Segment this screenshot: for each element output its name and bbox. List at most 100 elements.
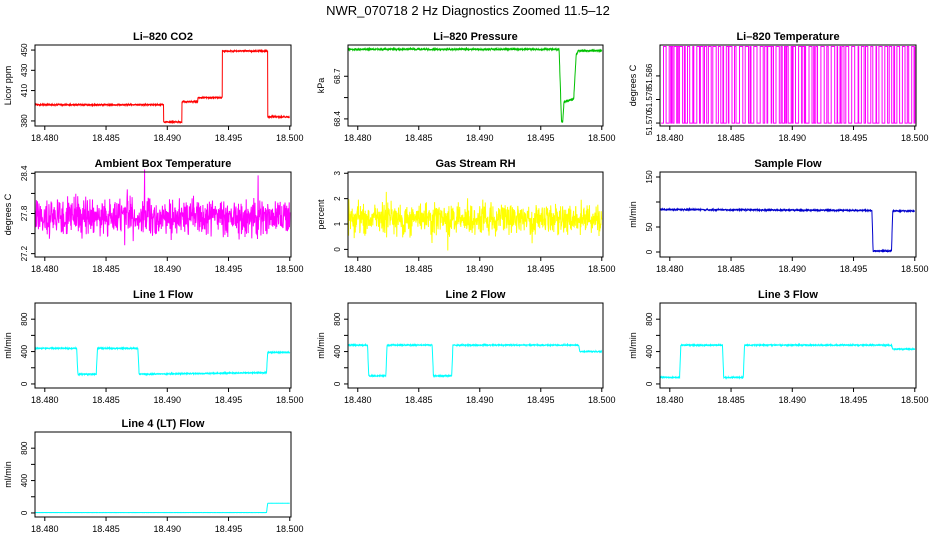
y-tick-label: 430	[20, 63, 29, 77]
chart-panel: Li–820 Pressure kPa 18.480 18.485 18.490 18.4…	[316, 31, 616, 143]
x-tick-label: 18.500	[901, 264, 929, 274]
chart-title: Li–820 CO2	[133, 31, 193, 43]
y-tick-label: 410	[20, 83, 29, 97]
x-tick-label: 18.500	[588, 264, 616, 274]
y-tick-label: 400	[333, 344, 342, 358]
chart-panel: Line 4 (LT) Flow ml/min 18.480 18.485 18.490…	[3, 418, 304, 534]
x-tick-label: 18.490	[154, 395, 182, 405]
data-series	[34, 169, 291, 246]
plot-frame	[659, 44, 917, 127]
x-tick-label: 18.495	[527, 395, 555, 405]
x-tick-label: 18.495	[840, 395, 868, 405]
chart-title: Line 4 (LT) Flow	[122, 418, 205, 430]
y-tick-label: 400	[20, 344, 29, 358]
y-tick-label: 0	[333, 381, 342, 386]
x-tick-label: 18.480	[656, 395, 684, 405]
chart-title: Line 3 Flow	[758, 289, 818, 301]
x-tick-label: 18.495	[215, 524, 243, 534]
x-tick-label: 18.500	[588, 395, 616, 405]
x-tick-label: 18.500	[901, 395, 929, 405]
y-tick-label: 150	[645, 170, 654, 184]
y-tick-label: 0	[20, 510, 29, 515]
chart-panel: Li–820 Temperature degrees C 18.480 18.485 1…	[628, 31, 929, 143]
x-tick-label: 18.500	[276, 524, 304, 534]
plot-frame	[659, 171, 917, 258]
plot-frame	[34, 44, 292, 127]
y-tick-label: 51.586	[645, 63, 654, 88]
plot-frame	[347, 171, 604, 258]
chart-panel: Line 3 Flow ml/min 18.480 18.485 18.490 18.49…	[628, 289, 929, 405]
x-tick-label: 18.480	[656, 264, 684, 274]
x-tick-label: 18.495	[215, 395, 243, 405]
y-tick-label: 51.578	[645, 87, 654, 112]
x-tick-label: 18.490	[154, 524, 182, 534]
x-tick-label: 18.490	[779, 264, 807, 274]
x-tick-label: 18.495	[840, 133, 868, 143]
chart-panel: Li–820 CO2 Licor ppm 18.480 18.485 18.490 18.…	[3, 31, 304, 143]
y-tick-label: 1	[333, 221, 342, 226]
y-tick-label: 800	[20, 312, 29, 326]
x-tick-label: 18.485	[717, 264, 745, 274]
y-tick-label: 0	[333, 247, 342, 252]
x-tick-label: 18.485	[92, 524, 120, 534]
chart-title: Gas Stream RH	[435, 158, 515, 170]
y-tick-label: 50	[645, 222, 654, 231]
x-tick-label: 18.500	[276, 264, 304, 274]
data-series	[347, 342, 603, 379]
x-tick-label: 18.485	[92, 264, 120, 274]
y-axis-label: ml/min	[3, 461, 13, 488]
data-series	[34, 345, 291, 377]
plot-frame	[659, 302, 917, 389]
x-tick-label: 18.480	[31, 395, 59, 405]
y-tick-label: 800	[20, 441, 29, 455]
plot-frame	[34, 302, 292, 389]
y-axis-label: degrees C	[628, 64, 638, 106]
y-axis-label: kPa	[316, 78, 326, 94]
plot-frame	[347, 44, 604, 127]
y-tick-label: 3	[333, 170, 342, 175]
y-axis-label: ml/min	[3, 332, 13, 359]
x-tick-label: 18.485	[717, 133, 745, 143]
x-tick-label: 18.480	[656, 133, 684, 143]
y-tick-label: 450	[20, 43, 29, 57]
data-series	[661, 46, 916, 124]
x-tick-label: 18.490	[779, 133, 807, 143]
x-tick-label: 18.495	[215, 264, 243, 274]
chart-panel: Gas Stream RH percent 18.480 18.485 18.490 18…	[316, 158, 616, 274]
y-tick-label: 68.7	[333, 68, 342, 84]
y-axis-label: degrees C	[3, 193, 13, 235]
data-series	[659, 342, 916, 380]
x-tick-label: 18.480	[31, 264, 59, 274]
data-series	[34, 48, 290, 125]
y-tick-label: 800	[645, 312, 654, 326]
x-tick-label: 18.500	[901, 133, 929, 143]
x-tick-label: 18.500	[276, 395, 304, 405]
y-tick-label: 2	[333, 196, 342, 201]
y-tick-label: 0	[645, 381, 654, 386]
x-tick-label: 18.490	[779, 395, 807, 405]
x-tick-label: 18.500	[588, 133, 616, 143]
chart-title: Line 2 Flow	[446, 289, 506, 301]
y-axis-label: percent	[316, 199, 326, 230]
x-tick-label: 18.495	[840, 264, 868, 274]
y-tick-label: 0	[20, 381, 29, 386]
x-tick-label: 18.480	[344, 133, 372, 143]
x-tick-label: 18.490	[466, 133, 494, 143]
data-series	[347, 46, 603, 124]
y-axis-label: ml/min	[316, 332, 326, 359]
x-tick-label: 18.485	[92, 395, 120, 405]
x-tick-label: 18.490	[154, 264, 182, 274]
x-tick-label: 18.500	[276, 133, 304, 143]
y-axis-label: ml/min	[628, 332, 638, 359]
y-axis-label: Licor ppm	[3, 66, 13, 106]
y-tick-label: 0	[645, 249, 654, 254]
chart-title: Li–820 Temperature	[736, 31, 839, 43]
chart-title: Ambient Box Temperature	[95, 158, 232, 170]
x-tick-label: 18.480	[31, 133, 59, 143]
plot-frame	[34, 431, 292, 518]
chart-panel: Line 2 Flow ml/min 18.480 18.485 18.490 18.49…	[316, 289, 616, 405]
y-tick-label: 27.2	[20, 245, 29, 261]
y-tick-label: 800	[333, 312, 342, 326]
